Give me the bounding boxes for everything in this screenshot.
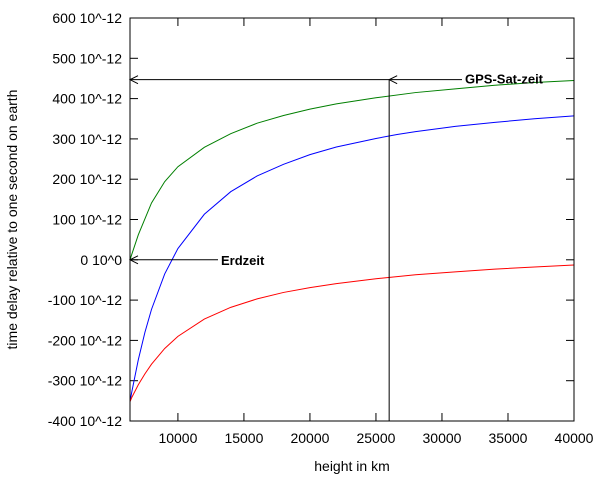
series-layer xyxy=(129,79,575,402)
annotation-layer: GPS-Sat-zeit Erdzeit xyxy=(128,72,544,421)
y-tick-label: 600 10^-12 xyxy=(52,10,122,26)
y-tick-label: -400 10^-12 xyxy=(48,413,123,429)
arrow-head xyxy=(388,75,398,85)
y-tick-label: 200 10^-12 xyxy=(52,171,122,187)
plot-frame xyxy=(129,17,575,422)
x-tick-label: 40000 xyxy=(555,430,594,446)
x-tick-label: 15000 xyxy=(224,430,263,446)
x-tick-label: 35000 xyxy=(489,430,528,446)
x-tick-label: 10000 xyxy=(158,430,197,446)
y-tick-label: 300 10^-12 xyxy=(52,131,122,147)
series-line-0 xyxy=(129,79,575,260)
series-line-1 xyxy=(129,115,575,402)
y-axis-title: time delay relative to one second on ear… xyxy=(4,90,20,350)
y-tick-label: 0 10^0 xyxy=(80,252,122,268)
x-tick-label: 20000 xyxy=(290,430,329,446)
x-tick-label: 25000 xyxy=(356,430,395,446)
y-tick-label: 100 10^-12 xyxy=(52,212,122,228)
erdzeit-label: Erdzeit xyxy=(221,253,265,268)
y-tick-label: -200 10^-12 xyxy=(48,332,123,348)
y-axis-ticks: 600 10^-12 500 10^-12 400 10^-12 300 10^-12… xyxy=(48,10,574,429)
series-line-2 xyxy=(129,264,575,402)
x-axis-title: height in km xyxy=(314,458,389,474)
y-tick-label: 500 10^-12 xyxy=(52,50,122,66)
y-tick-label: 400 10^-12 xyxy=(52,91,122,107)
y-tick-label: -100 10^-12 xyxy=(48,292,123,308)
y-tick-label: -300 10^-12 xyxy=(48,373,123,389)
x-tick-label: 30000 xyxy=(423,430,462,446)
gps-sat-zeit-label: GPS-Sat-zeit xyxy=(465,72,544,87)
